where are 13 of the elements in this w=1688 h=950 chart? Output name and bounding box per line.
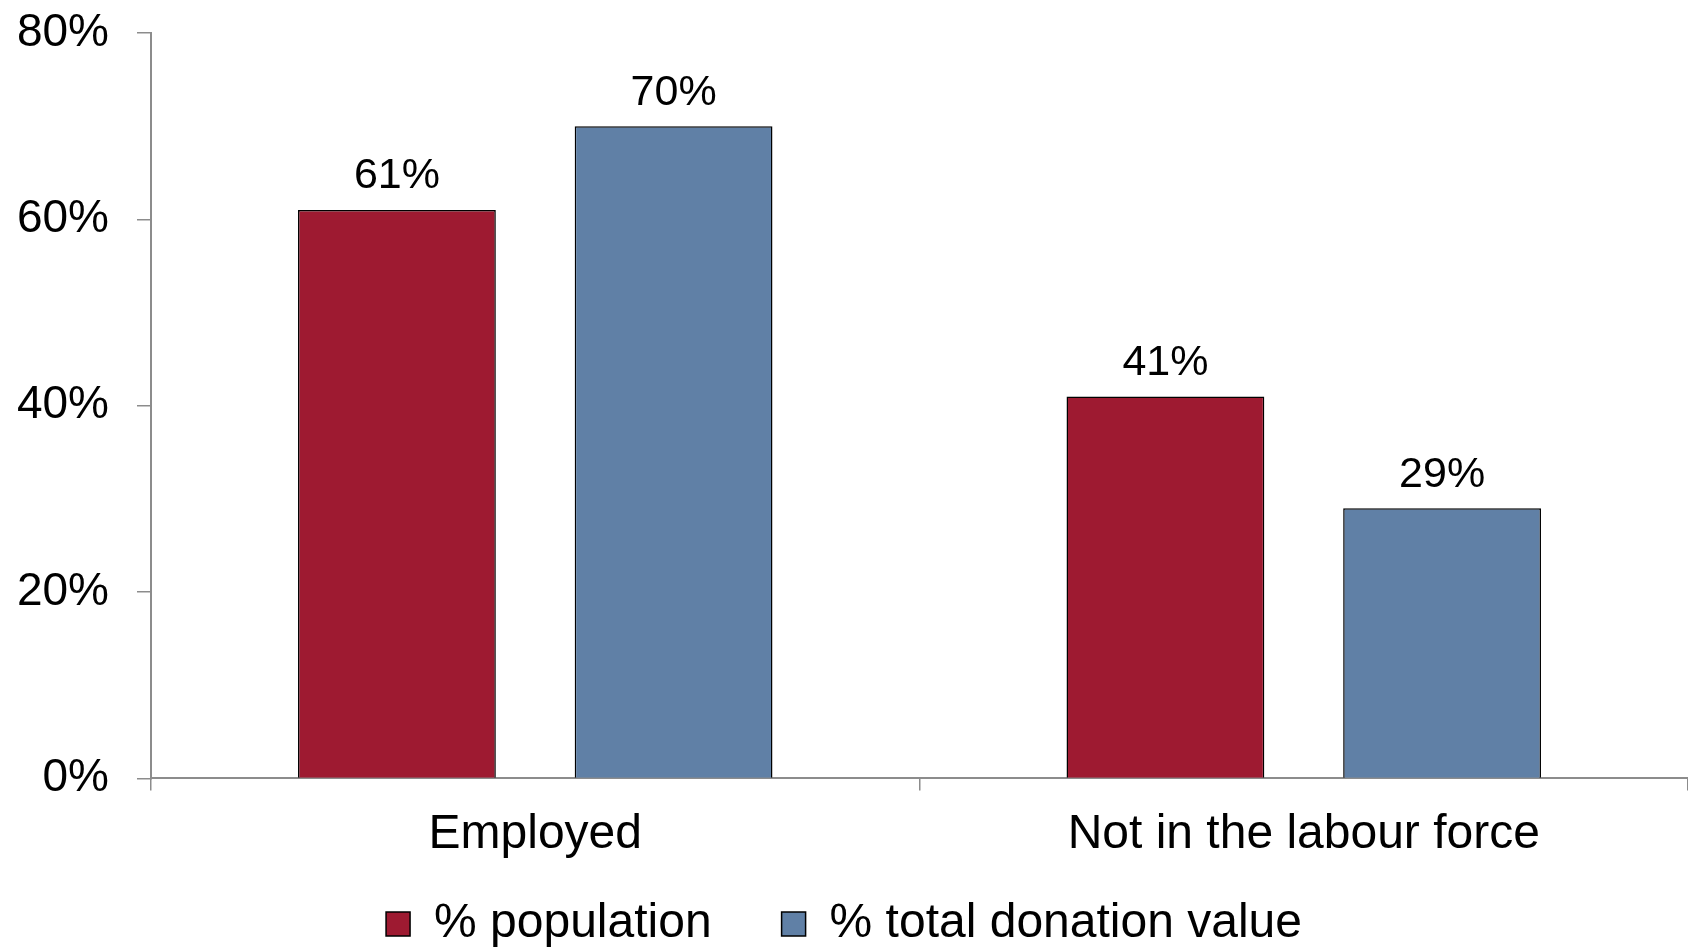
- data-label: 70%: [630, 65, 717, 114]
- y-tick-label: 60%: [16, 190, 109, 243]
- y-tick-label: 40%: [16, 376, 109, 429]
- legend-label: % population: [434, 894, 712, 948]
- data-label: 61%: [353, 149, 440, 198]
- x-tick-label: Not in the labour force: [1067, 805, 1540, 859]
- y-tick-label: 0%: [42, 749, 109, 802]
- data-label: 41%: [1122, 335, 1209, 384]
- y-tick-label: 80%: [16, 3, 109, 56]
- data-label: 29%: [1399, 447, 1486, 496]
- x-tick-label: Employed: [428, 805, 642, 859]
- y-tick-label: 20%: [16, 562, 109, 615]
- legend-label: % total donation value: [829, 894, 1302, 948]
